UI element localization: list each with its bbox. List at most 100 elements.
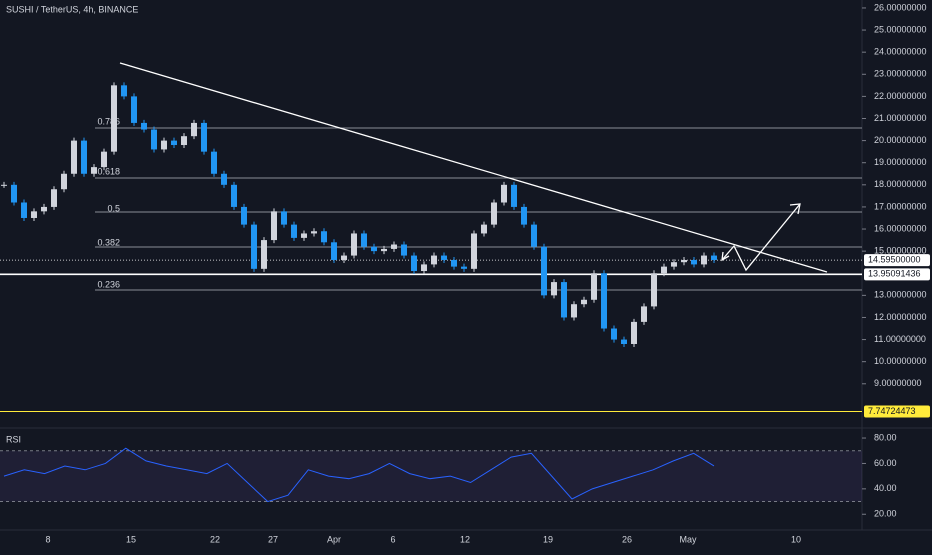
candle-body	[21, 202, 27, 218]
candle-body	[391, 244, 397, 249]
y-tick-label: 19.00000000	[874, 157, 927, 167]
candle-body	[511, 184, 517, 207]
y-tick-label: 16.00000000	[874, 223, 927, 233]
candle-body	[61, 173, 67, 190]
candle-body	[631, 321, 637, 344]
candle-body	[101, 151, 107, 168]
candle-body	[111, 85, 117, 152]
candle-body	[651, 273, 657, 307]
candle-body	[341, 255, 347, 260]
candle-body	[591, 273, 597, 300]
y-tick-label: 23.00000000	[874, 69, 927, 79]
candle-body	[271, 211, 277, 241]
y-tick-label: 9.00000000	[874, 378, 922, 388]
y-tick-label: 15.00000000	[874, 246, 927, 256]
candle-body	[481, 224, 487, 234]
candle-body	[421, 264, 427, 272]
x-tick-label: 19	[543, 534, 553, 544]
candle-body	[191, 122, 197, 137]
candle-body	[201, 122, 207, 152]
candle-body	[181, 136, 187, 146]
candle-body	[711, 255, 717, 260]
price-label-box	[864, 254, 930, 267]
candle-body	[91, 167, 97, 174]
price-label-box	[864, 268, 930, 281]
candle-body	[521, 206, 527, 225]
candle-body	[151, 129, 157, 150]
candle-body	[131, 96, 137, 123]
price-label-box	[864, 405, 930, 418]
y-tick-label: 25.00000000	[874, 24, 927, 34]
candle-body	[211, 151, 217, 174]
candle-body	[701, 255, 707, 265]
candle-body	[221, 173, 227, 185]
candle-body	[441, 255, 447, 260]
x-tick-label: 8	[45, 534, 50, 544]
candle-body	[401, 244, 407, 256]
candle-body	[381, 248, 387, 252]
candle-body	[171, 140, 177, 146]
chart-title: SUSHI / TetherUS, 4h, BINANCE	[6, 4, 138, 14]
candle-body	[501, 184, 507, 203]
candle-body	[611, 328, 617, 340]
rsi-band	[0, 450, 862, 502]
y-tick-label: 24.00000000	[874, 47, 927, 57]
y-tick-label: 17.00000000	[874, 201, 927, 211]
fib-label: 0.382	[97, 237, 120, 247]
y-tick-label: 18.00000000	[874, 179, 927, 189]
x-tick-label: 10	[791, 534, 801, 544]
candle-body	[471, 233, 477, 269]
fib-label: 0.618	[97, 166, 120, 176]
price-label: 14.59500000	[868, 254, 921, 264]
arrow-head	[721, 251, 730, 262]
candle-body	[451, 259, 457, 267]
candle-body	[361, 233, 367, 247]
price-label: 13.95091436	[868, 269, 921, 279]
candle-body	[601, 273, 607, 329]
candle-body	[431, 255, 437, 265]
x-tick-label: May	[679, 534, 697, 544]
y-tick-label: 26.00000000	[874, 2, 927, 12]
trend-line	[119, 62, 828, 273]
candle-body	[411, 255, 417, 272]
y-tick-label: 10.00000000	[874, 356, 927, 366]
candle-body	[81, 140, 87, 174]
candle-body	[331, 242, 337, 260]
rsi-tick-label: 80.00	[874, 432, 897, 442]
candle-body	[301, 233, 307, 238]
candle-body	[281, 211, 287, 225]
candle-body	[241, 206, 247, 225]
candle-body	[531, 224, 537, 247]
rsi-tick-label: 40.00	[874, 483, 897, 493]
rsi-label: RSI	[6, 434, 21, 444]
y-tick-label: 22.00000000	[874, 91, 927, 101]
candle-body	[71, 140, 77, 174]
projection-arrow	[721, 203, 801, 272]
candle-body	[671, 262, 677, 267]
candle-body	[31, 211, 37, 218]
candle-body	[41, 206, 47, 212]
x-tick-label: 15	[126, 534, 136, 544]
y-tick-label: 12.00000000	[874, 312, 927, 322]
candle-body	[461, 266, 467, 269]
candle-body	[161, 140, 167, 150]
candle-body	[231, 184, 237, 207]
y-tick-label: 20.00000000	[874, 135, 927, 145]
candle-body	[491, 202, 497, 225]
rsi-tick-label: 60.00	[874, 458, 897, 468]
candle-body	[551, 282, 557, 296]
candle-body	[321, 231, 327, 243]
candle-body	[11, 184, 17, 203]
y-tick-label: 13.00000000	[874, 290, 927, 300]
price-label: 7.74724473	[868, 406, 916, 416]
candle-body	[541, 246, 547, 296]
x-tick-label: 12	[460, 534, 470, 544]
arrow-head	[789, 203, 801, 215]
x-tick-label: 6	[390, 534, 395, 544]
candle-body	[291, 224, 297, 238]
fib-label: 0.5	[107, 203, 120, 213]
x-tick-label: Apr	[327, 534, 341, 544]
rsi-tick-label: 20.00	[874, 509, 897, 519]
candle-body	[121, 85, 127, 97]
